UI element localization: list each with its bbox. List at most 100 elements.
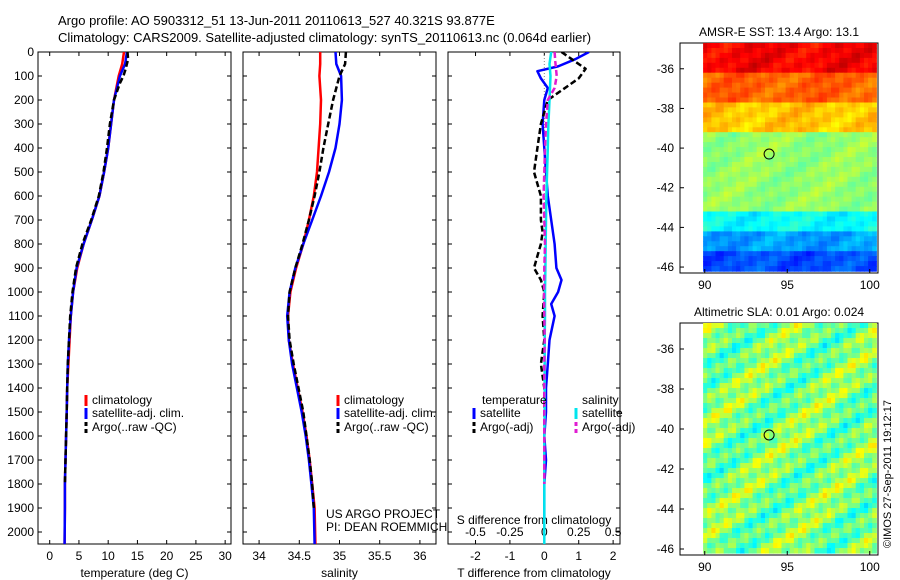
map-cell xyxy=(855,261,861,267)
map-cell xyxy=(781,211,787,218)
map-cell xyxy=(748,231,754,237)
map-cell xyxy=(814,433,820,439)
map-cell xyxy=(748,538,754,544)
map-cell xyxy=(711,132,717,138)
map-cell xyxy=(752,538,758,544)
map-cell xyxy=(736,176,741,183)
map-cell xyxy=(835,383,840,389)
map-cell xyxy=(715,157,721,163)
map-cell xyxy=(711,388,717,394)
map-cell xyxy=(773,328,778,334)
map-cell xyxy=(802,107,807,113)
map-cell xyxy=(847,373,853,379)
map-cell xyxy=(756,87,762,94)
map-cell xyxy=(802,528,807,534)
map-cell xyxy=(744,363,750,369)
y-tick-label: -44 xyxy=(657,220,675,234)
map-cell xyxy=(781,112,787,118)
map-cell xyxy=(818,508,824,514)
map-cell xyxy=(756,256,762,262)
map-cell xyxy=(744,201,750,208)
map-cell xyxy=(765,418,770,424)
map-cell xyxy=(736,463,741,469)
map-cell xyxy=(703,266,708,272)
map-cell xyxy=(748,363,754,369)
map-cell xyxy=(831,478,836,484)
map-cell xyxy=(822,528,828,534)
map-cell xyxy=(760,538,766,544)
map-cell xyxy=(707,57,712,64)
map-cell xyxy=(806,122,811,128)
map-cell xyxy=(732,241,737,247)
map-cell xyxy=(847,323,853,329)
map-cell xyxy=(818,518,824,524)
map-cell xyxy=(843,358,849,364)
map-cell xyxy=(723,508,729,514)
map-cell xyxy=(851,508,857,514)
map-cell xyxy=(748,458,754,464)
map-cell xyxy=(765,102,770,109)
map-cell xyxy=(785,246,791,252)
map-cell xyxy=(715,97,721,104)
map-cell xyxy=(748,528,754,534)
map-cell xyxy=(707,343,712,349)
map-cell xyxy=(740,333,745,339)
map-cell xyxy=(868,122,873,128)
map-cell xyxy=(859,256,865,262)
map-cell xyxy=(814,216,820,223)
map-cell xyxy=(760,147,766,153)
map-cell xyxy=(727,112,733,118)
map-cell xyxy=(781,463,787,469)
map-cell xyxy=(756,438,762,444)
map-cell xyxy=(818,523,824,529)
map-cell xyxy=(752,97,758,104)
map-cell xyxy=(810,176,816,183)
map-cell xyxy=(756,196,762,203)
map-cell xyxy=(806,503,811,509)
map-cell xyxy=(785,503,791,509)
map-cell xyxy=(831,132,836,138)
map-cell xyxy=(818,251,824,257)
map-cell xyxy=(732,107,737,113)
map-cell xyxy=(859,157,865,163)
map-cell xyxy=(839,112,844,118)
map-cell xyxy=(872,92,877,99)
map-cell xyxy=(859,533,865,539)
map-cell xyxy=(785,241,791,247)
map-cell xyxy=(777,67,783,74)
map-cell xyxy=(756,338,762,344)
map-cell xyxy=(793,166,799,173)
map-cell xyxy=(798,117,803,123)
map-cell xyxy=(822,251,828,257)
map-cell xyxy=(864,48,869,54)
map-cell xyxy=(773,132,778,138)
map-cell xyxy=(798,543,803,549)
map-cell xyxy=(736,72,741,79)
series-line xyxy=(286,52,348,509)
map-cell xyxy=(872,107,877,113)
map-cell xyxy=(744,358,750,364)
map-cell xyxy=(773,171,778,178)
map-cell xyxy=(777,388,783,394)
map-cell xyxy=(864,142,869,148)
map-cell xyxy=(781,176,787,183)
map-cell xyxy=(711,206,717,213)
map-cell xyxy=(798,538,803,544)
map-cell xyxy=(835,343,840,349)
map-cell xyxy=(864,122,869,128)
map-cell xyxy=(802,433,807,439)
map-cell xyxy=(826,157,832,163)
map-cell xyxy=(831,423,836,429)
map-cell xyxy=(760,358,766,364)
map-cell xyxy=(719,43,725,49)
map-cell xyxy=(769,117,774,123)
map-cell xyxy=(727,413,733,419)
map-cell xyxy=(839,433,844,439)
map-cell xyxy=(851,48,857,54)
map-cell xyxy=(727,201,733,208)
map-cell xyxy=(835,211,840,218)
map-cell xyxy=(727,122,733,128)
map-cell xyxy=(822,363,828,369)
map-cell xyxy=(744,107,750,113)
map-cell xyxy=(773,97,778,104)
